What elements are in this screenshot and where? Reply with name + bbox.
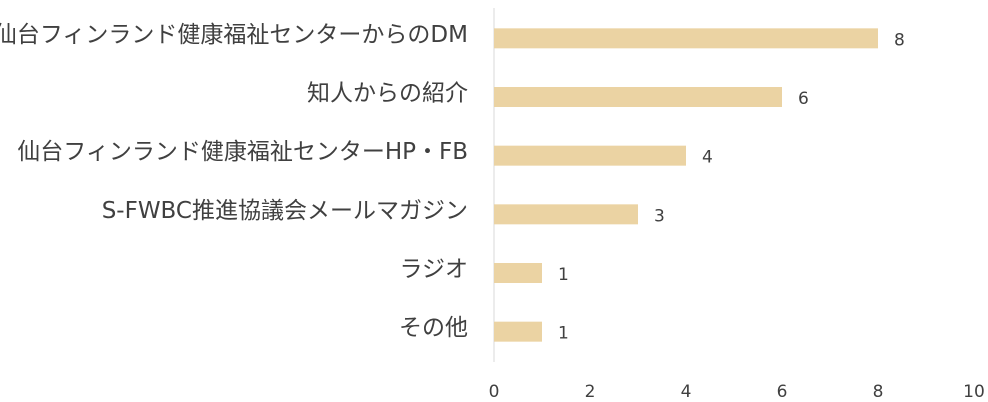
bar (494, 87, 782, 107)
data-label: 6 (798, 89, 809, 109)
data-label: 4 (702, 148, 713, 168)
y-tick-label: ラジオ (399, 257, 468, 283)
y-tick-label: 仙台フィンランド健康福祉センターHP・FB (17, 139, 468, 165)
data-label: 8 (894, 30, 905, 50)
bar (494, 28, 878, 49)
bar (494, 145, 686, 166)
x-tick-label: 4 (681, 382, 692, 402)
x-tick-label: 10 (963, 382, 985, 402)
bar (494, 204, 638, 225)
x-tick-label: 8 (873, 382, 884, 402)
data-label: 1 (558, 324, 569, 344)
bar (494, 263, 542, 283)
data-label: 1 (558, 265, 569, 285)
y-tick-label: 仙台フィンランド健康福祉センターからのDM (0, 22, 468, 48)
bar (494, 321, 542, 342)
y-tick-label: その他 (399, 315, 468, 341)
data-label: 3 (654, 206, 665, 226)
x-tick-label: 2 (585, 382, 596, 402)
x-tick-label: 0 (489, 382, 500, 402)
y-tick-label: 知人からの紹介 (307, 81, 468, 107)
y-tick-label: S-FWBC推進協議会メールマガジン (102, 198, 468, 224)
x-tick-label: 6 (777, 382, 788, 402)
